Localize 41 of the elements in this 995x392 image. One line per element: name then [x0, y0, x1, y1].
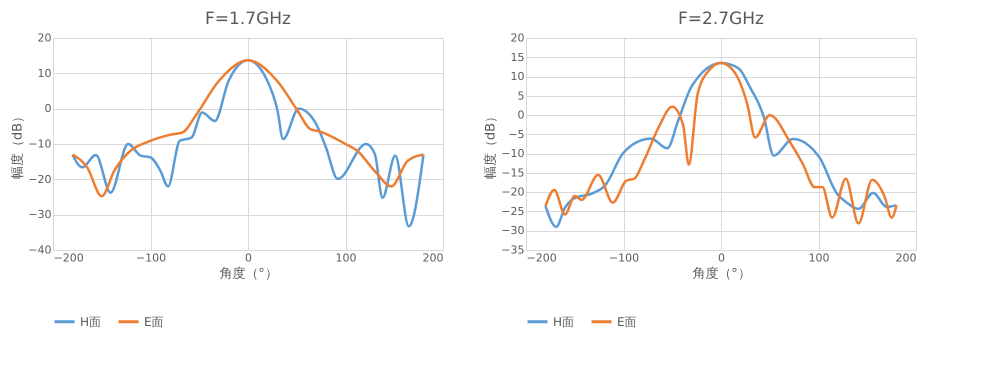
x-tick-label: 100 [336, 252, 356, 264]
y-tick-label: 5 [518, 89, 524, 102]
y-tick-label: −40 [28, 244, 52, 256]
x-tick-label: 100 [808, 252, 830, 264]
x-tick-label: 200 [896, 252, 916, 264]
chart-title: F=1.7GHz [205, 9, 292, 29]
y-tick-label: −10 [28, 138, 52, 150]
x-tick-label: −200 [526, 252, 557, 264]
y-tick-label: 20 [38, 32, 52, 44]
y-tick-label: −20 [501, 186, 524, 199]
y-tick-label: −25 [501, 204, 524, 218]
x-axis-title: 角度（°） [219, 266, 278, 282]
y-tick-label: 0 [44, 102, 52, 116]
y-tick-label: 15 [510, 50, 524, 64]
y-axis-title: 幅度（dB） [9, 110, 26, 180]
x-tick-label: 0 [245, 252, 252, 264]
y-axis-title: 幅度（dB） [482, 110, 498, 180]
legend-label: E面 [617, 314, 637, 329]
y-tick-label: −30 [501, 224, 524, 238]
x-axis-title: 角度（°） [692, 266, 751, 282]
x-tick-label: −100 [608, 252, 640, 264]
x-tick-label: 0 [718, 252, 725, 264]
x-tick-label: 200 [422, 252, 444, 264]
y-tick-label: −5 [508, 128, 524, 141]
x-tick-label: −200 [54, 252, 84, 264]
y-tick-label: 20 [510, 32, 524, 44]
legend-label: E面 [144, 314, 164, 329]
y-tick-label: −35 [501, 244, 524, 256]
chart-title: F=2.7GHz [678, 9, 764, 29]
y-tick-label: 0 [518, 108, 524, 122]
y-tick-label: 10 [510, 70, 524, 84]
y-tick-label: −20 [28, 172, 52, 186]
line-series [71, 59, 425, 198]
y-tick-label: −30 [28, 208, 52, 222]
legend-label: H面 [553, 314, 574, 329]
y-tick-label: −15 [501, 166, 524, 180]
y-tick-label: 10 [38, 66, 52, 80]
line-series [71, 59, 425, 228]
x-tick-label: −100 [136, 252, 166, 264]
legend-label: H面 [80, 314, 102, 329]
y-tick-label: −10 [501, 147, 524, 160]
